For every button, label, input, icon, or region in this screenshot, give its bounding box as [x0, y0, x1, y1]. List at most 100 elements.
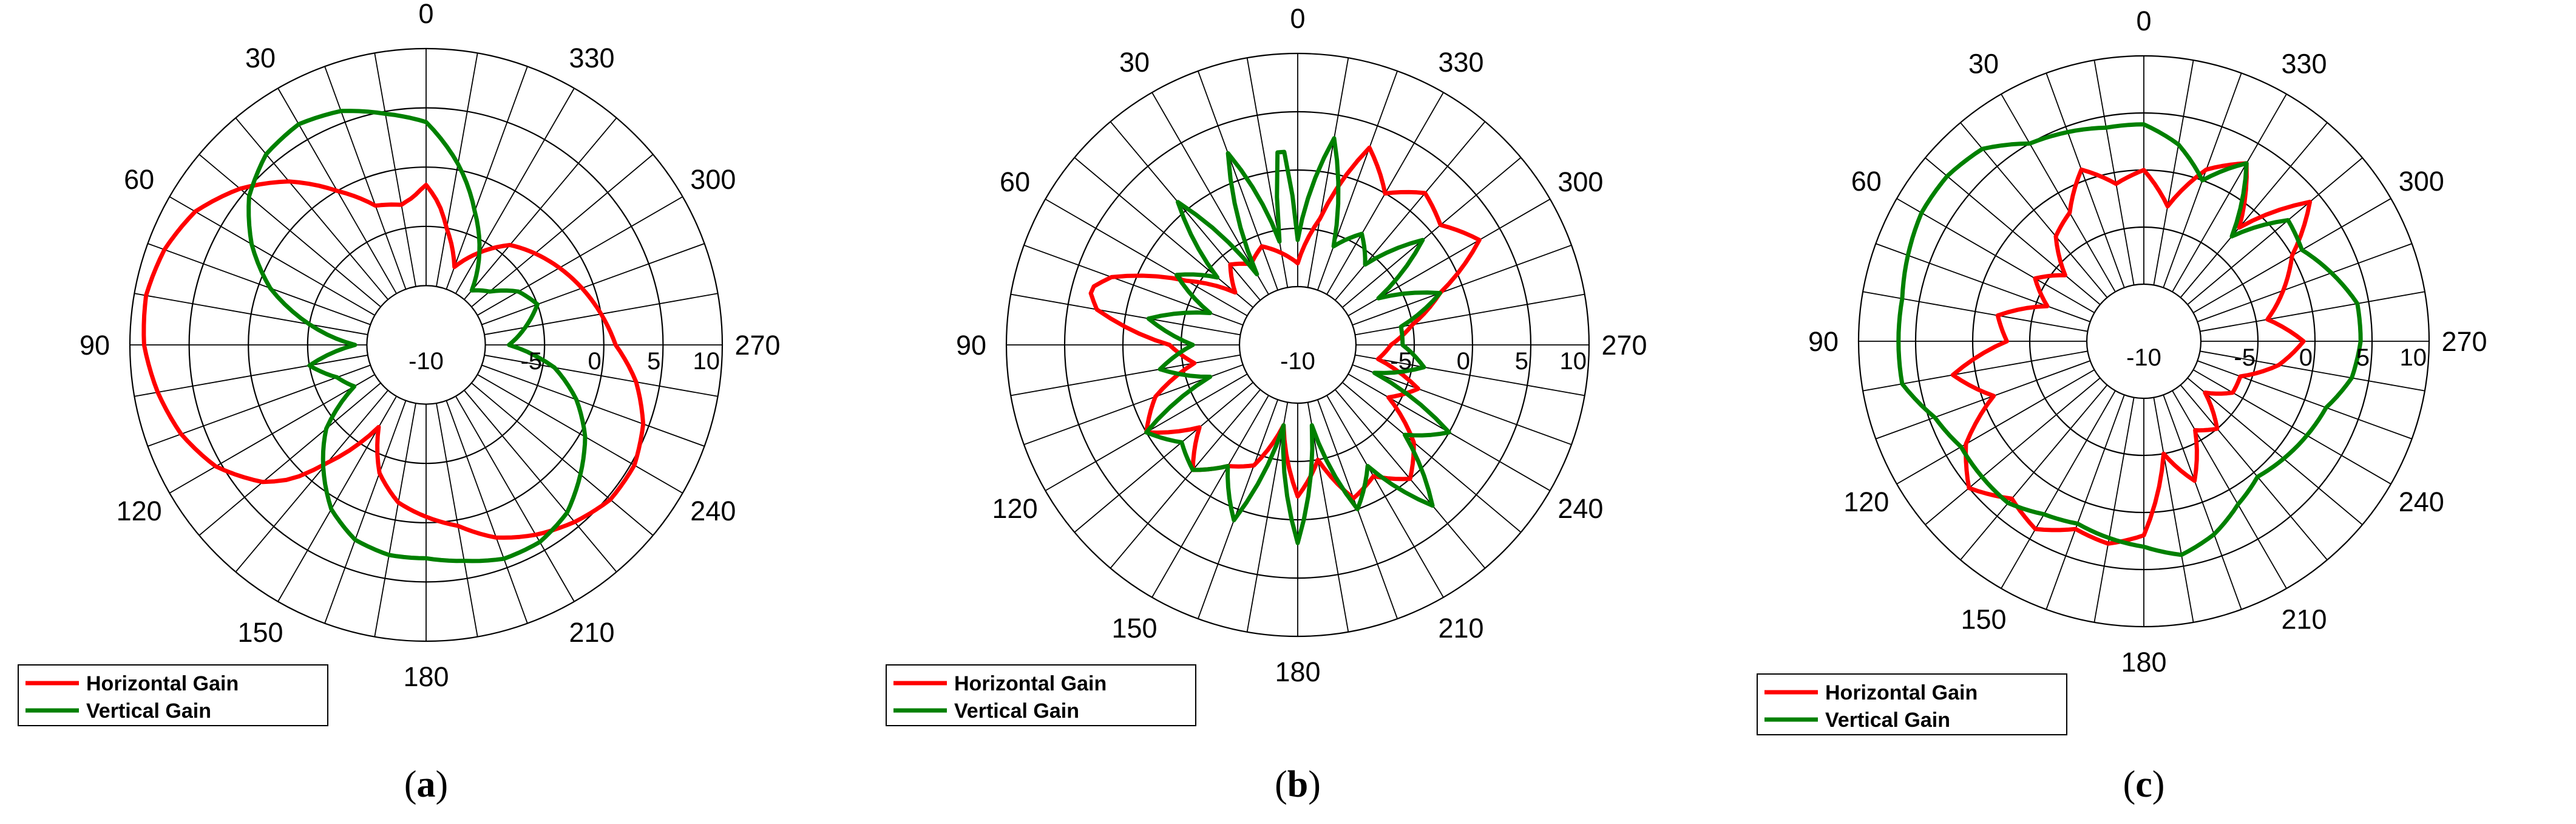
- legend-entry: Vertical Gain: [86, 700, 211, 723]
- grid-circle: [366, 285, 486, 405]
- grid-spoke: [134, 355, 368, 397]
- grid-spoke: [235, 390, 388, 573]
- angle-tick-label: 180: [2121, 647, 2166, 678]
- horizontal-gain-curve: [1088, 145, 1482, 501]
- grid-spoke: [169, 374, 375, 494]
- grid-spoke: [1307, 58, 1349, 288]
- radial-tick-label: -5: [521, 348, 543, 375]
- angle-tick-label: 180: [403, 661, 449, 692]
- grid-spoke: [2046, 395, 2125, 610]
- grid-spoke: [1925, 377, 2101, 525]
- grid-spoke: [1246, 402, 1289, 632]
- angle-tick-label: 30: [245, 43, 276, 73]
- radial-tick-label: 10: [693, 348, 720, 375]
- grid-spoke: [2172, 390, 2287, 589]
- angle-tick-label: 120: [1843, 486, 1889, 517]
- legend: Horizontal Gain Vertical Gain: [18, 664, 328, 726]
- grid-spoke: [1352, 244, 1572, 326]
- grid-spoke: [324, 66, 407, 290]
- grid-spoke: [169, 196, 375, 316]
- grid-circle: [2086, 283, 2202, 400]
- grid-spoke: [2192, 369, 2391, 485]
- legend-entry: Vertical Gain: [1825, 709, 1950, 732]
- grid-spoke: [1011, 293, 1241, 336]
- radial-tick-label: 10: [2400, 344, 2427, 371]
- angle-tick-label: 240: [2399, 486, 2444, 517]
- radial-tick-label: 0: [2299, 344, 2313, 371]
- legend-box: [1757, 673, 2067, 735]
- angle-tick-label: 180: [1275, 656, 1320, 687]
- angle-tick-label: 90: [956, 330, 986, 361]
- radial-tick-label: 10: [1560, 348, 1587, 375]
- grid-spoke: [1110, 389, 1261, 569]
- grid-spoke: [1341, 382, 1522, 533]
- grid-spoke: [2180, 122, 2328, 298]
- grid-spoke: [1074, 382, 1254, 533]
- radial-tick-label: -10: [408, 348, 444, 375]
- angle-tick-label: 300: [690, 164, 736, 195]
- radial-tick-label: -10: [2126, 344, 2161, 371]
- grid-spoke: [2153, 60, 2194, 285]
- grid-spoke: [1307, 402, 1349, 632]
- grid-spoke: [477, 374, 683, 494]
- angle-tick-label: 90: [80, 330, 110, 361]
- polar-grid: [129, 47, 724, 642]
- radial-tick-label: 5: [2356, 344, 2370, 371]
- horizontal-gain-curve: [1950, 161, 2313, 546]
- polar-chart-c: 0 30 60 90 120 150 180 210 240 270 300 330 -10 -5 0 5 10…: [1757, 5, 2487, 805]
- vertical-gain-curve: [246, 109, 588, 564]
- polar-grid: [1857, 55, 2430, 628]
- grid-spoke: [2180, 384, 2328, 560]
- angle-tick-label: 330: [569, 43, 614, 73]
- grid-spoke: [2187, 377, 2363, 525]
- grid-spoke: [1074, 157, 1254, 308]
- grid-spoke: [1876, 243, 2090, 322]
- grid-spoke: [436, 403, 478, 637]
- legend: Horizontal Gain Vertical Gain: [1757, 673, 2067, 735]
- angle-tick-label: 330: [2281, 49, 2327, 80]
- grid-spoke: [1197, 70, 1279, 291]
- grid-spoke: [1960, 122, 2108, 298]
- angle-tick-label: 90: [1808, 326, 1839, 357]
- series-curves: [1896, 122, 2363, 557]
- grid-spoke: [374, 53, 416, 287]
- radial-tick-label: 5: [1515, 348, 1528, 375]
- grid-spoke: [1317, 70, 1398, 291]
- grid-spoke: [1335, 121, 1486, 301]
- grid-spoke: [1045, 199, 1248, 316]
- angle-tick-label: 150: [1111, 613, 1157, 644]
- radial-tick-label: 5: [647, 348, 660, 375]
- angle-tick-label: 0: [1290, 3, 1305, 34]
- vertical-gain-curve: [1896, 122, 2363, 557]
- grid-spoke: [2153, 397, 2194, 623]
- grid-spoke: [471, 154, 654, 307]
- grid-spoke: [455, 396, 575, 602]
- grid-spoke: [2001, 390, 2116, 589]
- angle-tick-label: 210: [1438, 613, 1483, 644]
- grid-spoke: [2187, 157, 2363, 305]
- angle-tick-label: 270: [2441, 326, 2487, 357]
- grid-spoke: [446, 66, 528, 290]
- grid-spoke: [374, 403, 416, 637]
- grid-spoke: [1341, 157, 1522, 308]
- grid-spoke: [464, 117, 617, 300]
- grid-spoke: [2200, 291, 2425, 332]
- grid-spoke: [1355, 293, 1585, 336]
- grid-spoke: [1110, 121, 1261, 301]
- radial-tick-label: 0: [1457, 348, 1470, 375]
- polar-chart-a: 0 30 60 90 120 150 180 210 240 270 300 330 -10 -5 0 5 10…: [18, 0, 781, 805]
- grid-spoke: [198, 383, 381, 536]
- angle-tick-label: 300: [2399, 166, 2444, 197]
- grid-spoke: [1896, 369, 2095, 485]
- grid-spoke: [235, 117, 388, 300]
- angle-tick-label: 120: [117, 495, 162, 526]
- panel-caption: (a): [404, 764, 448, 805]
- grid-spoke: [134, 293, 368, 335]
- horizontal-gain-curve: [141, 179, 646, 540]
- series-curves: [141, 109, 646, 564]
- legend-entry: Horizontal Gain: [954, 672, 1107, 695]
- angle-tick-label: 0: [2136, 5, 2151, 36]
- panel-caption: (c): [2123, 764, 2165, 805]
- angle-tick-label: 240: [690, 495, 736, 526]
- angle-tick-label: 270: [1601, 330, 1647, 361]
